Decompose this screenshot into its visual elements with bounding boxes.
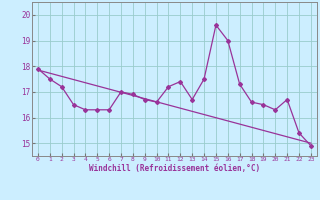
X-axis label: Windchill (Refroidissement éolien,°C): Windchill (Refroidissement éolien,°C): [89, 164, 260, 173]
